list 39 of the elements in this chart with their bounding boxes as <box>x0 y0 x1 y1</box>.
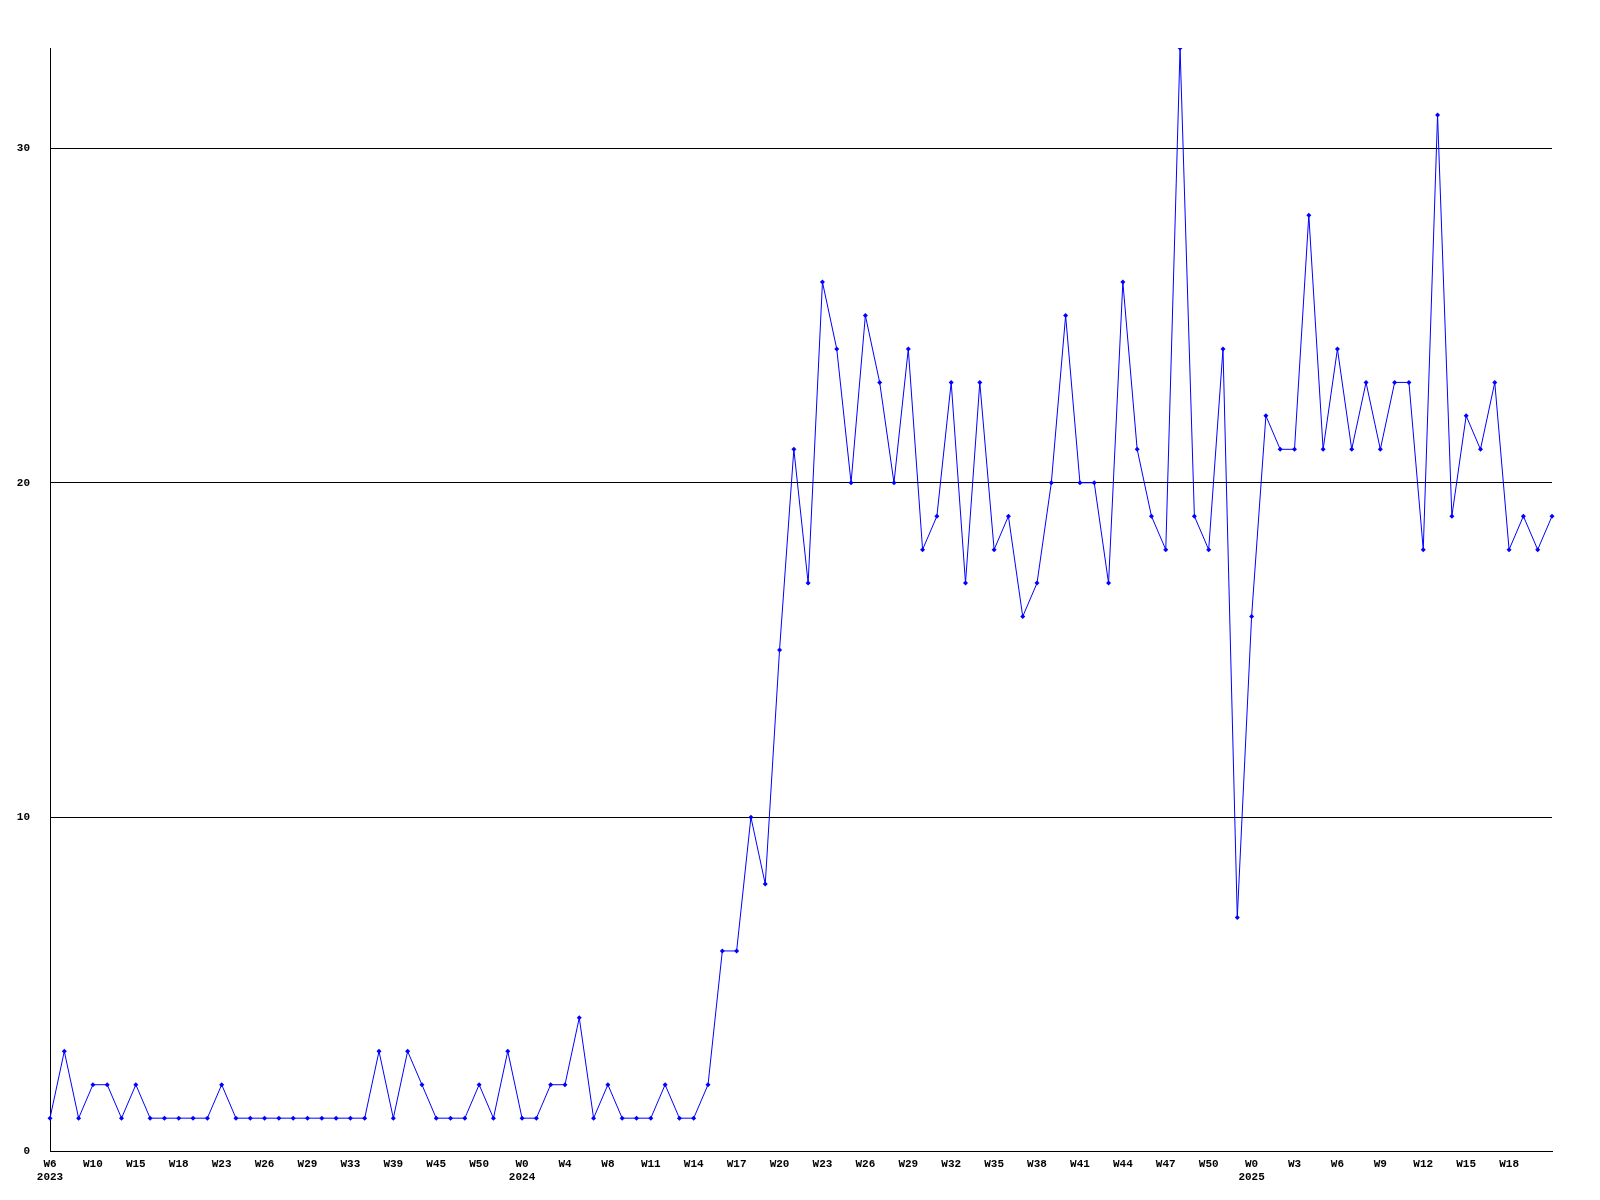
x-tick-label: W14 <box>683 1157 705 1170</box>
x-tick-label: W41 <box>1070 1157 1091 1170</box>
y-tick-label: 30 <box>16 142 30 155</box>
x-tick-label: W35 <box>984 1157 1005 1170</box>
y-tick-label: 0 <box>23 1145 30 1158</box>
x-tick-label: W45 <box>426 1157 447 1170</box>
x-tick-label: W15 <box>1456 1157 1477 1170</box>
x-tick-label: W23 <box>211 1157 232 1170</box>
x-tick-label: W23 <box>812 1157 833 1170</box>
x-tick-label: W26 <box>254 1157 275 1170</box>
x-tick-label: W18 <box>1499 1157 1520 1170</box>
x-tick-label: W15 <box>125 1157 147 1170</box>
x-tick-label: W39 <box>383 1157 404 1170</box>
x-tick-label: W20 <box>769 1157 790 1170</box>
x-tick-label: W29 <box>898 1157 919 1170</box>
x-tick-label: W29 <box>297 1157 318 1170</box>
x-tick-label: W50 <box>1198 1157 1219 1170</box>
y-tick-label: 10 <box>16 810 30 823</box>
x-tick-label: W4 <box>558 1157 572 1170</box>
x-tick-label: W47 <box>1155 1157 1176 1170</box>
x-tick-label: W6 2023 <box>36 1157 64 1184</box>
x-tick-label: W9 <box>1373 1157 1387 1170</box>
x-tick-label: W18 <box>168 1157 190 1170</box>
x-tick-label: W50 <box>469 1157 490 1170</box>
x-tick-label: W8 <box>601 1157 615 1170</box>
x-tick-label: W17 <box>726 1157 747 1170</box>
x-tick-label: W32 <box>941 1157 962 1170</box>
x-tick-label: W38 <box>1027 1157 1048 1170</box>
x-tick-label: W0 2024 <box>508 1157 536 1184</box>
x-tick-label: W33 <box>340 1157 361 1170</box>
x-tick-label: W11 <box>640 1157 662 1170</box>
x-tick-label: W44 <box>1112 1157 1134 1170</box>
x-tick-label: W12 <box>1413 1157 1434 1170</box>
x-tick-label: W10 <box>83 1157 103 1170</box>
x-tick-label: W6 <box>1330 1157 1345 1170</box>
y-tick-label: 20 <box>16 476 30 489</box>
x-tick-label: W3 <box>1287 1157 1302 1170</box>
x-tick-label: W26 <box>855 1157 876 1170</box>
x-tick-label: W0 2025 <box>1238 1157 1266 1184</box>
